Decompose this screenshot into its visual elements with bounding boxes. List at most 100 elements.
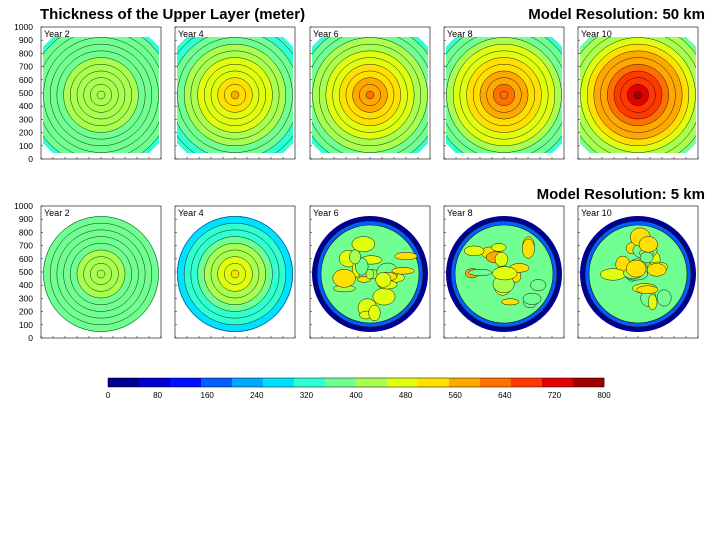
panel-50km-2: Year 6: [309, 26, 431, 160]
year-label: Year 6: [313, 208, 339, 218]
colorbar-swatch: [170, 378, 202, 387]
eddy: [656, 289, 672, 307]
thickness-field: [580, 216, 696, 332]
thickness-field: [446, 216, 562, 332]
colorbar-tick-label: 160: [201, 391, 215, 400]
eddy: [625, 259, 647, 278]
colorbar-frame: [107, 377, 605, 388]
colorbar-swatch: [542, 378, 574, 387]
eddy: [349, 249, 361, 265]
eddy: [530, 279, 547, 292]
y-tick-label: 1000: [14, 201, 33, 211]
eddy: [647, 294, 658, 311]
contour-band: [633, 90, 643, 100]
y-tick-label: 200: [19, 128, 33, 138]
panel-50km-4: Year 10: [577, 26, 699, 160]
colorbar-swatch: [356, 378, 388, 387]
eddy: [494, 251, 509, 267]
panel-50km-3: Year 8: [443, 26, 565, 160]
colorbar-tick-label: 80: [153, 391, 162, 400]
year-label: Year 8: [447, 208, 473, 218]
eddy: [492, 266, 518, 281]
eddy: [638, 236, 658, 253]
panel-50km-1: Year 4: [174, 26, 296, 160]
colorbar-tick-label: 400: [349, 391, 363, 400]
y-tick-label: 100: [19, 141, 33, 151]
colorbar-swatch: [139, 378, 171, 387]
year-label: Year 2: [44, 29, 70, 39]
colorbar-tick-label: 800: [597, 391, 611, 400]
colorbar-swatch: [511, 378, 543, 387]
eddy: [332, 269, 356, 288]
contour-band: [499, 90, 509, 100]
panel-5km-2: Year 6: [309, 205, 431, 339]
contour-band: [230, 90, 240, 100]
eddy: [468, 269, 492, 276]
figure-title: Thickness of the Upper Layer (meter): [40, 6, 306, 23]
y-tick-label: 800: [19, 48, 33, 58]
eddy: [394, 252, 418, 261]
colorbar-swatch: [294, 378, 326, 387]
panel-5km-3: Year 8: [443, 205, 565, 339]
thickness-field: [446, 37, 562, 153]
colorbar-swatch: [325, 378, 357, 387]
panel-5km-0: Year 2: [40, 205, 162, 339]
y-tick-label: 700: [19, 241, 33, 251]
colorbar-tick-label: 320: [300, 391, 314, 400]
eddy: [599, 268, 626, 281]
eddy: [391, 267, 415, 275]
eddy: [368, 304, 381, 322]
y-tick-label: 300: [19, 293, 33, 303]
thickness-field: [312, 216, 428, 332]
eddy: [463, 245, 485, 257]
y-tick-label: 400: [19, 280, 33, 290]
eddy: [372, 287, 396, 306]
year-label: Year 6: [313, 29, 339, 39]
y-tick-label: 500: [19, 267, 33, 277]
colorbar-tick-label: 720: [548, 391, 562, 400]
eddy: [501, 298, 520, 306]
colorbar-swatch: [480, 378, 512, 387]
colorbar-swatch: [573, 378, 605, 387]
year-label: Year 2: [44, 208, 70, 218]
colorbar-swatch: [449, 378, 481, 387]
thickness-field: [177, 37, 293, 153]
eddy: [351, 236, 376, 253]
eddy: [646, 263, 667, 277]
colorbar-swatch: [108, 378, 140, 387]
eddy: [365, 268, 375, 280]
y-tick-label: 0: [28, 333, 33, 343]
colorbar-tick-label: 480: [399, 391, 413, 400]
year-label: Year 4: [178, 208, 204, 218]
thickness-field: [580, 37, 696, 153]
colorbar-tick-label: 560: [449, 391, 463, 400]
y-tick-label: 600: [19, 75, 33, 85]
colorbar-swatch: [387, 378, 419, 387]
y-tick-label: 600: [19, 254, 33, 264]
colorbar-tick-label: 640: [498, 391, 512, 400]
colorbar-swatch: [418, 378, 450, 387]
colorbar-swatch: [232, 378, 264, 387]
y-tick-label: 900: [19, 35, 33, 45]
y-tick-label: 700: [19, 62, 33, 72]
contour-band: [365, 90, 375, 100]
contour-band: [96, 90, 106, 100]
year-label: Year 10: [581, 208, 612, 218]
contour-band: [230, 269, 240, 279]
resolution-label-50km: Model Resolution: 50 km: [528, 6, 705, 23]
eddy: [522, 238, 535, 259]
eddy: [639, 251, 654, 264]
y-tick-label: 1000: [14, 22, 33, 32]
panel-50km-0: Year 2: [40, 26, 162, 160]
eddy: [522, 292, 542, 305]
y-tick-label: 0: [28, 154, 33, 164]
y-tick-label: 400: [19, 101, 33, 111]
thickness-field: [312, 37, 428, 153]
eddy: [375, 272, 392, 288]
y-tick-label: 300: [19, 114, 33, 124]
y-tick-label: 900: [19, 214, 33, 224]
y-tick-label: 200: [19, 307, 33, 317]
year-label: Year 4: [178, 29, 204, 39]
panel-5km-1: Year 4: [174, 205, 296, 339]
contour-band: [96, 269, 106, 279]
